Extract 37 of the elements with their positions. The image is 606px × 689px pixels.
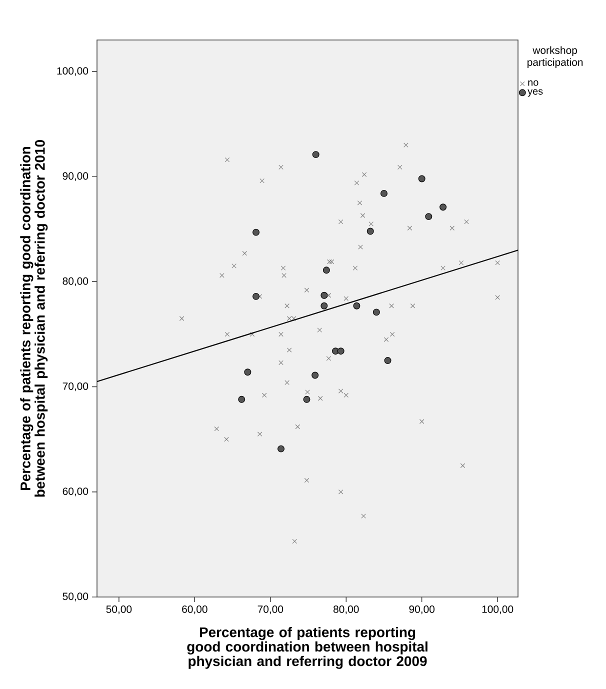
- point: [312, 372, 319, 379]
- point: [278, 445, 284, 452]
- point: [244, 368, 252, 376]
- point: [380, 190, 388, 197]
- y-tick-label: 60,00: [62, 488, 88, 496]
- point: [252, 292, 260, 300]
- y-tick-label: 50,00: [62, 592, 88, 602]
- y-tick-label: 90,00: [62, 172, 88, 181]
- x-tick-label: 80,00: [333, 606, 359, 614]
- point: [418, 175, 426, 182]
- x-tick-label: 100,00: [482, 606, 514, 614]
- point: [372, 308, 380, 316]
- legend-title: workshop participation: [528, 46, 583, 68]
- y-axis-title: Percentage of patients reporting good coordination between hospital physician and referring doctor 2010: [20, 140, 48, 497]
- x-tick-label: 70,00: [258, 606, 284, 614]
- point: [366, 228, 374, 235]
- x-axis-title: Percentage of patients reporting good coordination between hospital physician and referring doctor 2009: [187, 626, 428, 669]
- x-tick-label: 50,00: [106, 606, 132, 614]
- point: [303, 396, 310, 403]
- y-tick-label: 80,00: [62, 277, 88, 286]
- point: [312, 151, 320, 158]
- point: [337, 348, 344, 355]
- x-tick-label: 90,00: [409, 606, 435, 614]
- point: [384, 357, 392, 364]
- point: [353, 302, 360, 310]
- point: [425, 213, 432, 220]
- x-tick-label: 60,00: [182, 606, 208, 614]
- point: [252, 228, 260, 236]
- point: [320, 302, 328, 310]
- legend-label: yes: [528, 89, 543, 97]
- point: [322, 266, 330, 274]
- point: [320, 292, 328, 299]
- legend-label: no: [528, 80, 538, 86]
- y-tick-label: 70,00: [62, 382, 88, 392]
- point: [440, 204, 447, 211]
- point: [238, 396, 246, 403]
- y-tick-label: 100,00: [57, 67, 88, 76]
